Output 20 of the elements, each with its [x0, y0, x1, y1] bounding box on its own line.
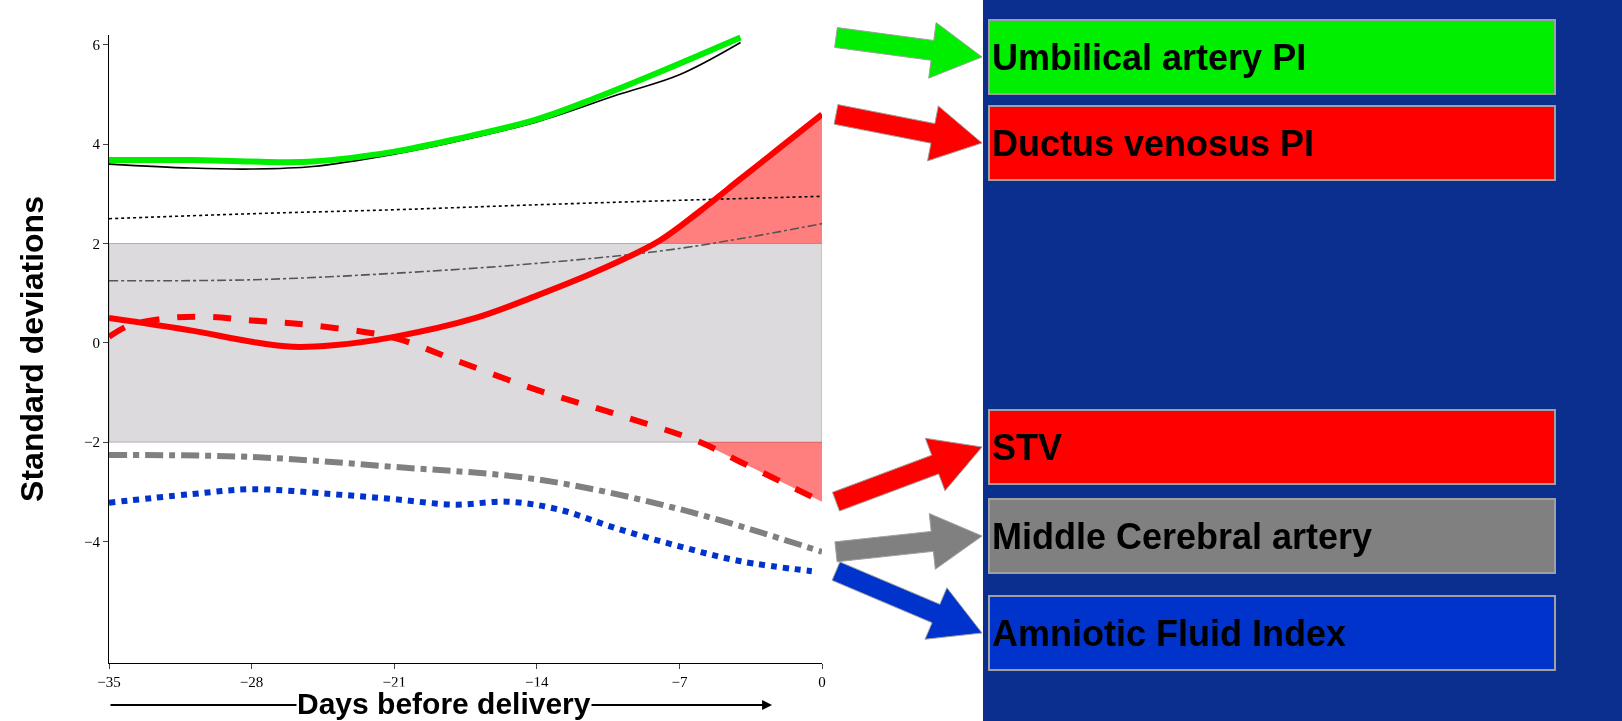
y-tick-label: 6 [92, 37, 101, 54]
y-tick-label: 4 [92, 136, 101, 153]
text: STV [992, 426, 1063, 468]
x-axis-title: Days before delivery [297, 687, 591, 720]
x-tick-label: −21 [382, 674, 406, 690]
legend-label: Umbilical artery PI [992, 36, 1307, 78]
x-tick-label: −14 [525, 674, 550, 690]
x-tick-label: −7 [671, 674, 688, 690]
y-axis-title: Standard deviations [14, 196, 51, 502]
x-tick-label: −35 [97, 674, 121, 690]
legend-label: Ductus venosus PI [992, 122, 1315, 164]
x-tick-label: −28 [239, 674, 264, 690]
y-tick-label: 0 [92, 335, 100, 352]
x-tick-label: 0 [818, 674, 826, 690]
legend-label: Middle Cerebral artery [992, 515, 1373, 557]
line-series [109, 222, 822, 282]
y-tick-label: −4 [84, 533, 101, 550]
text: Amniotic Fluid Index [992, 612, 1347, 654]
y-tick-label: 2 [92, 235, 100, 252]
y-tick-label: −2 [84, 434, 100, 451]
